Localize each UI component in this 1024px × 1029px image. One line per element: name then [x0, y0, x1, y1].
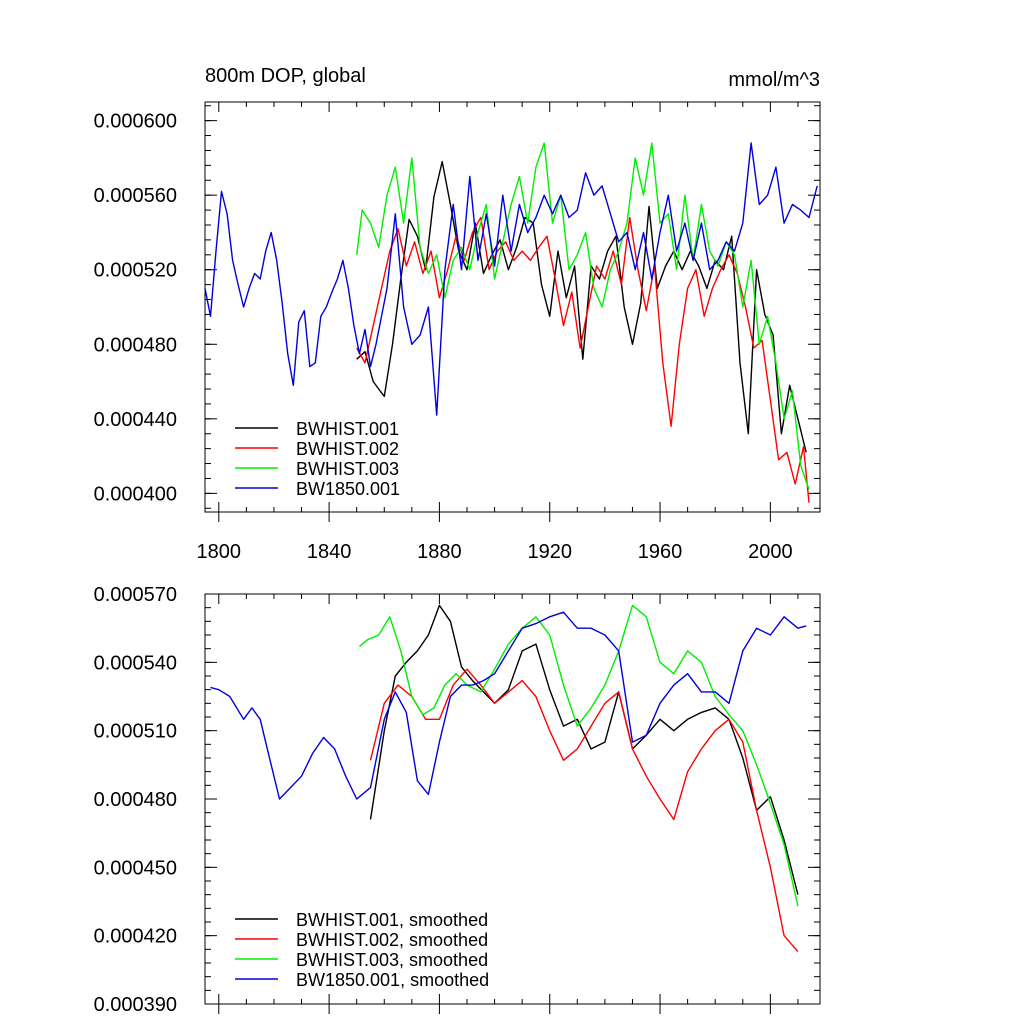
x-axis: 1800 1840 1880 1920 1960 2000 — [197, 102, 799, 563]
legend-label: BWHIST.001, smoothed — [296, 910, 488, 930]
y-tick-label: 0.000560 — [94, 185, 177, 207]
y-tick-label: 0.000390 — [94, 994, 177, 1016]
y-tick-label: 0.000570 — [94, 584, 177, 606]
panel-smoothed: 0.000390 0.000420 0.000450 0.000480 0.000510… — [94, 584, 821, 1016]
x-tick-label: 2000 — [748, 541, 793, 563]
y-tick-label: 0.000520 — [94, 260, 177, 282]
series-line-bwhist-001 — [369, 604, 799, 895]
series-line-bwhist-002 — [356, 216, 810, 503]
legend-label: BWHIST.002 — [296, 439, 399, 459]
series-group — [210, 604, 807, 953]
series-line-bwhist-003 — [358, 604, 799, 907]
legend-label: BWHIST.003, smoothed — [296, 950, 488, 970]
legend-label: BW1850.001 — [296, 479, 400, 499]
series-line-bw1850-001 — [210, 611, 807, 800]
series-line-bwhist-002 — [369, 668, 799, 953]
x-tick-label: 1840 — [307, 541, 352, 563]
y-axis: 0.000400 0.000440 0.000480 0.000520 0.000560… — [94, 105, 820, 509]
x-axis — [218, 594, 799, 1014]
panel-raw: 800m DOP, global mmol/m^3 0.0004000.0004… — [94, 65, 821, 563]
plot-frame — [204, 101, 821, 513]
series-line-bwhist-003 — [356, 142, 810, 490]
y-tick-label: 0.000510 — [94, 721, 177, 743]
y-tick-label: 0.000450 — [94, 857, 177, 879]
y-tick-label: 0.000440 — [94, 409, 177, 431]
legend-label: BW1850.001, smoothed — [296, 970, 489, 990]
chart-title: 800m DOP, global — [205, 65, 366, 87]
y-tick-label: 0.000420 — [94, 926, 177, 948]
y-tick-label: 0.000600 — [94, 111, 177, 133]
y-axis: 0.000390 0.000420 0.000450 0.000480 0.000510… — [94, 584, 820, 1016]
x-tick-label: 1920 — [527, 541, 572, 563]
units-label: mmol/m^3 — [728, 69, 820, 91]
legend-label: BWHIST.002, smoothed — [296, 930, 488, 950]
y-tick-label: 0.000480 — [94, 789, 177, 811]
y-tick-label: 0.000480 — [94, 334, 177, 356]
legend-label: BWHIST.003 — [296, 459, 399, 479]
x-tick-label: 1800 — [197, 541, 242, 563]
x-tick-label: 1880 — [417, 541, 462, 563]
series-line-bw1850-001 — [204, 142, 818, 416]
y-tick-label: 0.000540 — [94, 652, 177, 674]
y-tick-label: 0.000400 — [94, 483, 177, 505]
x-tick-label: 1960 — [638, 541, 683, 563]
legend-label: BWHIST.001 — [296, 419, 399, 439]
series-group — [204, 142, 818, 503]
series-line-bwhist-001 — [356, 160, 807, 453]
